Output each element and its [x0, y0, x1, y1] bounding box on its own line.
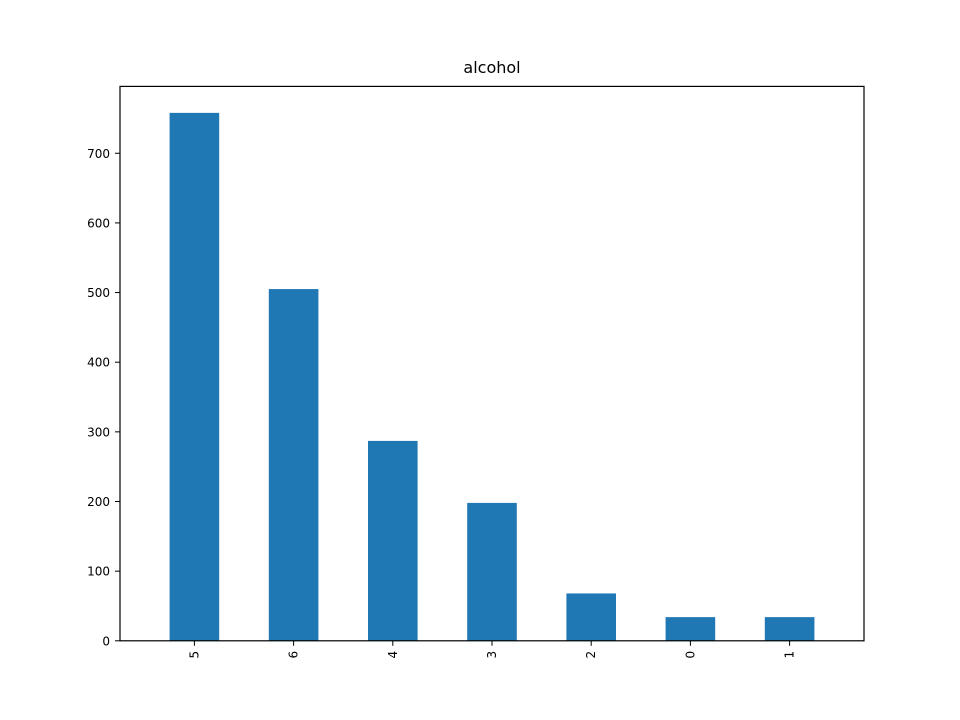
- y-tick-label: 400: [87, 356, 110, 370]
- y-tick-label: 200: [87, 495, 110, 509]
- y-tick-label: 100: [87, 565, 110, 579]
- y-tick-label: 600: [87, 216, 110, 230]
- y-axis: 0 100 200 300 400 500 600 700: [87, 147, 120, 648]
- bar-2: [566, 593, 616, 641]
- y-tick-label: 700: [87, 147, 110, 161]
- x-tick-label: 0: [683, 651, 697, 659]
- y-tick-label: 300: [87, 425, 110, 439]
- bar-3: [467, 502, 517, 641]
- bar-6: [268, 289, 319, 641]
- bars-group: [169, 112, 815, 641]
- x-tick-label: 5: [187, 651, 201, 659]
- x-tick-label: 2: [584, 651, 598, 659]
- chart-title: alcohol: [463, 58, 520, 77]
- y-tick-label: 0: [102, 634, 110, 648]
- plot-frame: [119, 85, 865, 642]
- bar-4: [368, 440, 418, 641]
- y-tick-label: 500: [87, 286, 110, 300]
- bar-0: [665, 617, 716, 641]
- x-tick-label: 6: [287, 651, 301, 659]
- x-tick-label: 4: [386, 651, 400, 659]
- x-tick-label: 3: [485, 651, 499, 659]
- x-tick-label: 1: [783, 651, 797, 659]
- bar-5: [169, 112, 220, 641]
- x-axis: 5 6 4 3 2 0 1: [187, 640, 797, 659]
- bar-1: [764, 617, 815, 641]
